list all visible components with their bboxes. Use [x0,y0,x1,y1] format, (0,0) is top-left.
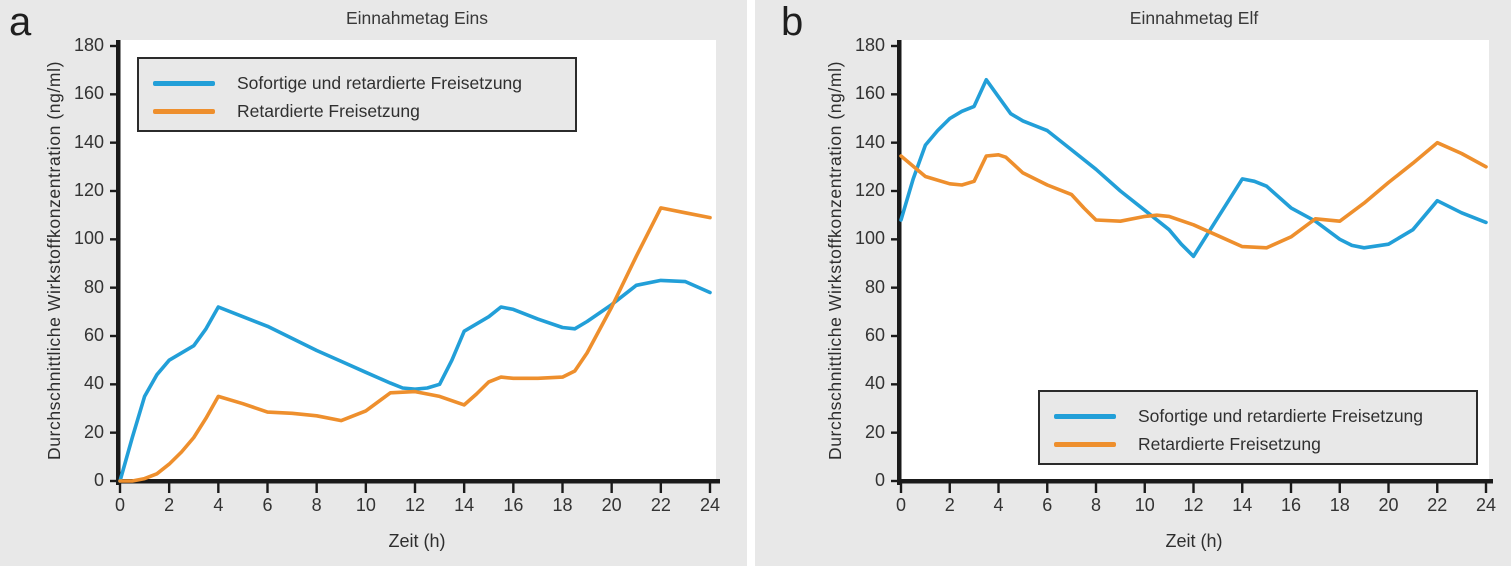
y-tick-label: 80 [83,276,104,297]
y-tick-label: 0 [93,470,104,490]
y-axis-line [116,40,121,485]
legend-item: Retardierte Freisetzung [147,97,575,125]
x-tick-label: 12 [1183,495,1204,515]
x-tick-label: 10 [1134,495,1155,515]
y-tick-label: 40 [83,373,104,394]
y-tick-label: 80 [864,276,885,297]
y-tick-label: 160 [854,83,885,104]
x-axis-line [897,479,1493,484]
y-tick-label: 20 [83,421,104,442]
x-tick-label: 2 [164,495,175,515]
y-axis-label: Durchschnittliche Wirkstoffkonzentration… [825,60,845,461]
series-line-blue [118,278,712,483]
y-tick-label: 0 [874,470,885,490]
y-tick-label: 120 [73,180,104,200]
x-tick-label: 22 [1427,495,1448,515]
y-tick-label: 120 [854,180,885,200]
x-tick-label: 14 [454,495,475,515]
legend-item: Retardierte Freisetzung [1048,430,1476,458]
legend-label: Sofortige und retardierte Freisetzung [1138,405,1424,426]
panel-letter: b [781,0,804,44]
x-tick-label: 8 [311,495,322,515]
chart-title: Einnahmetag Eins [345,8,489,28]
x-tick-label: 16 [1280,495,1302,515]
y-tick-label: 60 [83,325,104,345]
x-axis-label: Zeit (h) [1165,531,1223,551]
series-line-blue [899,78,1488,259]
series-line-orange [118,206,712,483]
x-tick-label: 2 [944,495,955,515]
legend-item: Sofortige und retardierte Freisetzung [1048,402,1476,430]
x-tick-label: 24 [699,495,721,515]
x-tick-label: 24 [1475,495,1497,515]
y-tick-label: 60 [864,325,885,345]
legend: Sofortige und retardierte Freisetzung Re… [137,57,577,132]
x-tick-label: 22 [650,495,671,515]
x-tick-label: 6 [1042,495,1053,515]
legend-item: Sofortige und retardierte Freisetzung [147,69,575,97]
x-tick-label: 20 [601,495,622,515]
legend-label: Sofortige und retardierte Freisetzung [237,72,523,93]
panel-letter: a [9,0,32,44]
y-tick-label: 40 [864,373,885,394]
x-tick-label: 18 [1329,495,1350,515]
x-tick-label: 4 [213,495,224,515]
y-tick-label: 20 [864,421,885,442]
y-tick-label: 180 [854,35,885,55]
x-tick-label: 12 [404,495,426,515]
series-line-orange [899,140,1488,250]
x-tick-label: 14 [1232,495,1253,515]
x-tick-label: 20 [1378,495,1399,515]
x-axis-label: Zeit (h) [388,531,446,551]
y-tick-label: 180 [73,35,104,55]
legend: Sofortige und retardierte Freisetzung Re… [1038,390,1478,465]
x-tick-label: 4 [993,495,1004,515]
y-axis-line [897,40,902,485]
x-tick-label: 8 [1090,495,1101,515]
legend-label: Retardierte Freisetzung [1138,433,1321,454]
x-tick-label: 6 [262,495,273,515]
x-tick-label: 10 [355,495,376,515]
y-tick-label: 100 [854,228,885,249]
y-tick-label: 160 [73,83,104,104]
chart-panel-b: b Einnahmetag Elf Durchschnittliche Wirk… [755,0,1511,566]
y-tick-label: 140 [73,131,104,152]
legend-line-swatch-orange [1054,441,1116,447]
legend-line-swatch-blue [153,80,215,86]
legend-label: Retardierte Freisetzung [237,100,420,121]
legend-line-swatch-blue [1054,413,1116,419]
chart-title: Einnahmetag Elf [1129,8,1259,28]
legend-line-swatch-orange [153,108,215,114]
x-tick-label: 0 [895,495,906,515]
y-tick-label: 100 [73,228,104,249]
y-tick-label: 140 [854,131,885,152]
x-tick-label: 18 [552,495,573,515]
y-axis-label: Durchschnittliche Wirkstoffkonzentration… [44,60,64,461]
x-axis-line [116,479,720,484]
chart-panel-a: a Einnahmetag Eins Durchschnittliche Wir… [0,0,747,566]
x-tick-label: 0 [114,495,125,515]
x-tick-label: 16 [503,495,524,515]
